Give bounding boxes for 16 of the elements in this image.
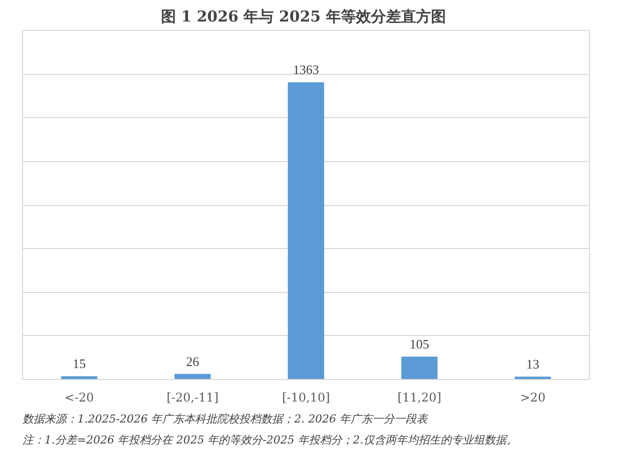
text: 注：1.分差=2026 年投档分在 2025 年的等效分-2025 年投档分；2.仅含两年均招生的专业组数据。 <box>22 434 518 446</box>
data-label: 15 <box>72 356 86 372</box>
data-label: 1363 <box>293 62 319 78</box>
x-tick-label: [-10,10] <box>282 390 330 404</box>
chart-title: 图 1 2026 年与 2025 年等效分差直方图 <box>160 8 446 26</box>
x-tick-label: >20 <box>520 390 546 404</box>
x-tick-label: [11,20] <box>398 390 442 404</box>
data-label: 105 <box>410 336 430 352</box>
data-label: 13 <box>526 356 540 372</box>
bar <box>401 356 438 380</box>
x-tick-label: [-20,-11] <box>166 390 219 404</box>
source-note: 数据来源：1.2025-2026 年广东本科批院校投档数据；2. 2026 年广东一分一段表 <box>22 412 429 426</box>
data-label: 26 <box>186 354 200 369</box>
bar <box>61 376 98 380</box>
x-tick-label: <-20 <box>64 390 94 404</box>
bar <box>288 82 324 380</box>
